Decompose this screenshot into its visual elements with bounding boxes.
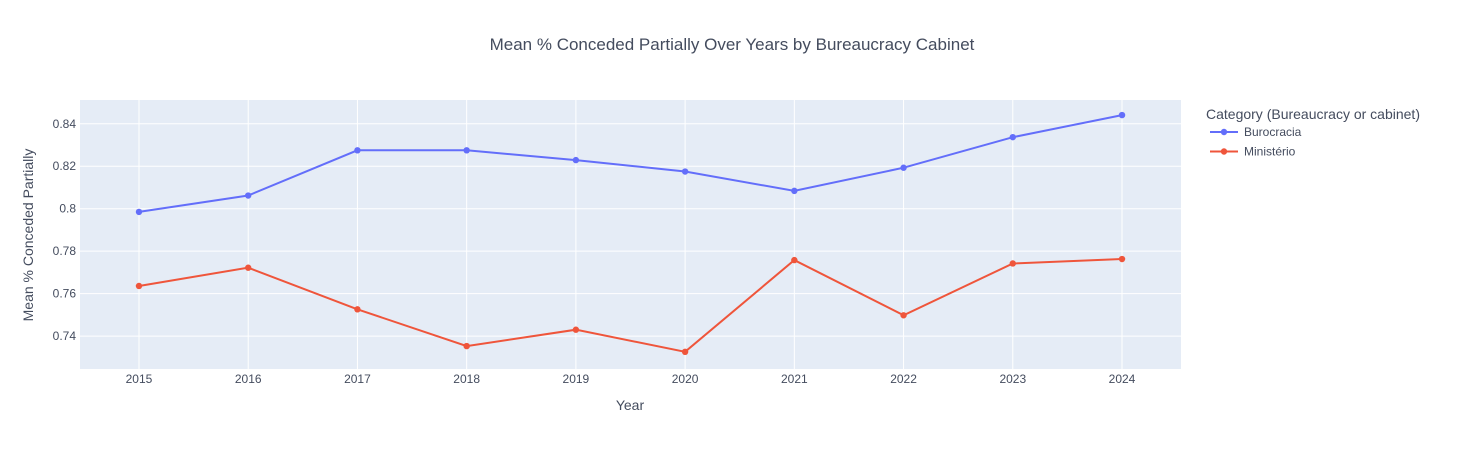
y-tick-label: 0.74 bbox=[53, 329, 77, 343]
y-axis-title: Mean % Conceded Partially bbox=[20, 149, 36, 322]
series-burocracia bbox=[135, 111, 1126, 216]
x-tick-label: 2020 bbox=[672, 372, 699, 386]
data-point bbox=[572, 326, 580, 333]
x-axis-title: Year bbox=[616, 397, 645, 413]
series-layer bbox=[135, 111, 1126, 356]
x-tick-label: 2024 bbox=[1109, 372, 1136, 386]
data-point bbox=[900, 164, 907, 171]
y-tick-label: 0.84 bbox=[53, 117, 77, 131]
data-point bbox=[354, 306, 361, 313]
y-tick-label: 0.8 bbox=[59, 202, 76, 216]
data-point bbox=[791, 187, 798, 195]
series-line bbox=[138, 258, 1123, 353]
data-point bbox=[791, 256, 798, 264]
legend-item-burocracia[interactable]: Burocracia bbox=[1210, 125, 1302, 139]
x-tick-label: 2019 bbox=[563, 372, 590, 386]
series-ministério bbox=[135, 255, 1126, 356]
legend: Category (Bureaucracy or cabinet) Burocr… bbox=[1206, 106, 1420, 159]
data-point bbox=[463, 342, 470, 350]
x-tick-label: 2018 bbox=[453, 372, 480, 386]
data-point bbox=[245, 264, 252, 271]
gridlines bbox=[80, 100, 1181, 369]
legend-swatch-marker bbox=[1220, 148, 1228, 155]
y-tick-labels: 0.74 0.76 0.78 0.8 0.82 0.84 bbox=[53, 117, 77, 343]
y-tick-label: 0.82 bbox=[53, 159, 77, 173]
data-point bbox=[1118, 111, 1126, 119]
x-tick-label: 2016 bbox=[235, 372, 262, 386]
data-point bbox=[900, 312, 907, 319]
x-tick-labels: 2015 2016 2017 2018 2019 2020 2021 2022 2023 2024 bbox=[126, 372, 1136, 386]
legend-label: Ministério bbox=[1244, 145, 1296, 159]
legend-swatch-marker bbox=[1220, 128, 1228, 136]
legend-label: Burocracia bbox=[1244, 125, 1302, 139]
data-point bbox=[572, 156, 580, 164]
y-tick-label: 0.76 bbox=[53, 287, 77, 301]
series-line bbox=[138, 114, 1123, 213]
plot-area bbox=[80, 100, 1181, 369]
data-point bbox=[681, 348, 689, 356]
legend-items: Burocracia Ministério bbox=[1210, 125, 1302, 159]
y-tick-label: 0.78 bbox=[53, 244, 77, 258]
data-point bbox=[135, 282, 143, 290]
data-point bbox=[1118, 255, 1126, 263]
data-point bbox=[245, 192, 252, 199]
x-tick-label: 2021 bbox=[781, 372, 808, 386]
data-point bbox=[463, 147, 470, 154]
data-point bbox=[135, 208, 143, 216]
data-point bbox=[354, 147, 361, 154]
x-tick-label: 2023 bbox=[999, 372, 1026, 386]
x-tick-label: 2022 bbox=[890, 372, 917, 386]
x-tick-label: 2015 bbox=[126, 372, 153, 386]
data-point bbox=[1009, 260, 1016, 267]
legend-item-ministério[interactable]: Ministério bbox=[1210, 145, 1296, 159]
chart-title: Mean % Conceded Partially Over Years by … bbox=[490, 35, 975, 54]
x-tick-label: 2017 bbox=[344, 372, 371, 386]
data-point bbox=[1009, 133, 1016, 141]
legend-title: Category (Bureaucracy or cabinet) bbox=[1206, 106, 1420, 122]
data-point bbox=[681, 168, 689, 175]
